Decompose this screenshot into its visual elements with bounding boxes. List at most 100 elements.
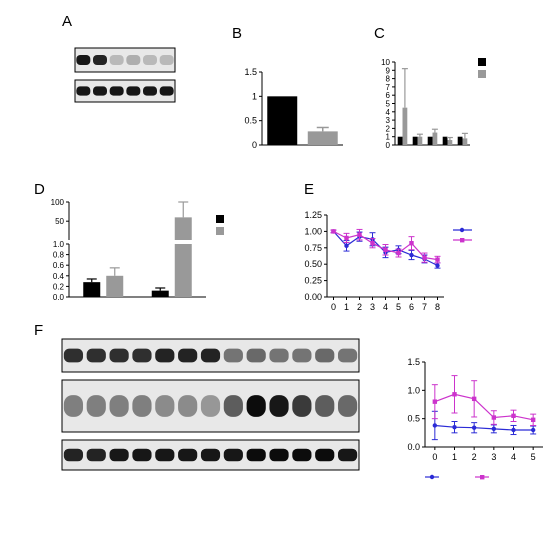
blot-band (246, 348, 266, 363)
bar (442, 136, 448, 145)
y-tick-label: 10 (381, 58, 390, 67)
x-tick-label: 4 (383, 302, 388, 312)
blot-band (63, 348, 84, 363)
panel-label-c: C (374, 25, 385, 42)
blot-band (178, 448, 198, 462)
y-tick-label: 0.00 (304, 292, 322, 302)
y-tick-label: 2 (386, 124, 391, 133)
y-tick-label: 1.0 (53, 240, 65, 249)
blot-band (93, 86, 107, 96)
y-tick-label: 0.50 (304, 259, 322, 269)
blot-band (246, 448, 266, 462)
blot-band (132, 395, 152, 417)
bar (457, 136, 463, 145)
x-tick-label: 8 (435, 302, 440, 312)
bar (402, 107, 408, 145)
bar (174, 217, 192, 240)
data-point (331, 229, 336, 234)
data-point (452, 424, 457, 430)
blot-band (292, 448, 312, 462)
blot-band (109, 54, 124, 66)
blot-band (76, 86, 91, 96)
y-tick-label: 1.00 (304, 226, 322, 236)
bar (447, 140, 453, 145)
x-tick-label: 0 (432, 452, 437, 462)
blot-band (63, 448, 84, 462)
data-point (409, 252, 414, 258)
series-line (434, 424, 534, 431)
panel-label-d: D (34, 181, 45, 198)
blot-band (269, 448, 289, 462)
x-tick-label: 5 (396, 302, 401, 312)
y-tick-label: 7 (386, 83, 391, 92)
blot-band (155, 348, 175, 363)
data-point (471, 425, 477, 430)
data-point (422, 255, 427, 260)
blot-frame (74, 47, 176, 73)
y-tick-label: 0.5 (407, 414, 420, 424)
bar (307, 131, 338, 145)
legend-marker (460, 238, 465, 243)
blot-band (126, 54, 141, 66)
blot-band (315, 448, 335, 462)
panel-a-western-blot (74, 47, 176, 103)
panel-e-line-chart: 0.00 0.25 0.50 0.75 1.00 1.25 0 1 2 3 4 5 6 7 8 (304, 210, 472, 312)
bar (174, 244, 192, 297)
blot-band (200, 448, 221, 462)
panel-label-b: B (232, 25, 242, 42)
data-point (491, 426, 497, 432)
y-tick-label: 0.75 (304, 243, 322, 253)
y-tick-label: 0.4 (53, 272, 65, 281)
y-tick-label: 0.2 (53, 282, 65, 291)
blot-band (292, 348, 312, 363)
y-tick-label: 0.0 (407, 442, 420, 452)
panel-b-bar-chart: 0 0.5 1 1.5 (244, 67, 343, 150)
bar (462, 138, 468, 145)
y-tick-label: 1 (386, 133, 391, 142)
blot-band (269, 348, 289, 363)
x-tick-label: 5 (531, 452, 536, 462)
blot-band (132, 348, 152, 363)
blot-band (109, 395, 129, 417)
bar (397, 136, 403, 145)
blot-band (143, 54, 157, 66)
blot-frame (74, 79, 176, 103)
y-tick-label: 0.25 (304, 276, 322, 286)
blot-band (200, 395, 221, 417)
blot-band (337, 448, 358, 462)
data-point (435, 257, 440, 262)
x-tick-label: 1 (452, 452, 457, 462)
blot-band (315, 348, 335, 363)
y-tick-label: 6 (386, 91, 391, 100)
blot-band (93, 54, 107, 66)
y-tick-label: 1.5 (244, 67, 257, 77)
blot-band (178, 348, 198, 363)
y-tick-label: 1.25 (304, 210, 322, 220)
data-point (432, 399, 438, 404)
y-tick-label: 9 (386, 66, 391, 75)
x-tick-label: 7 (422, 302, 427, 312)
blot-band (315, 395, 335, 417)
y-tick-label: 1.0 (407, 385, 420, 395)
blot-band (76, 54, 91, 66)
bar (151, 290, 169, 297)
blot-band (159, 54, 174, 66)
panel-label-e: E (304, 181, 314, 198)
panel-label-a: A (62, 13, 72, 30)
blot-band (109, 86, 124, 96)
data-point (370, 241, 375, 246)
bar (106, 275, 124, 297)
data-point (511, 427, 516, 433)
data-point (396, 250, 401, 256)
legend-marker (459, 227, 465, 233)
y-tick-label: 0 (386, 141, 391, 150)
y-tick-label: 3 (386, 116, 391, 125)
data-point (383, 247, 388, 252)
data-point (530, 417, 536, 422)
blot-band (246, 395, 266, 417)
legend-swatch (478, 58, 486, 66)
blot-band (269, 395, 289, 417)
data-point (357, 232, 362, 237)
blot-band (337, 348, 358, 363)
